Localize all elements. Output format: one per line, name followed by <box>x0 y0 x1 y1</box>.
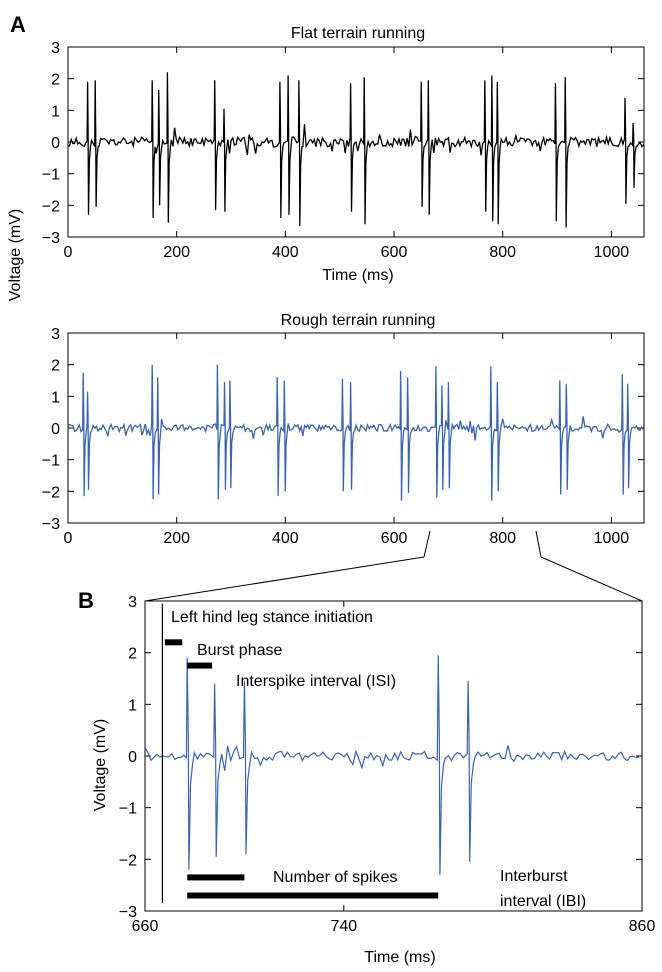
chart3-xtick-label: 660 <box>132 918 159 935</box>
chart2-xtick-label: 1000 <box>594 530 630 547</box>
shared-ylabel: Voltage (mV) <box>7 209 24 301</box>
panel-b-letter: B <box>78 588 94 613</box>
chart1-title: Flat terrain running <box>291 25 425 42</box>
panel-a-letter: A <box>10 12 26 37</box>
stance-label: Left hind leg stance initiation <box>171 609 373 626</box>
spike-count-label: Number of spikes <box>273 869 398 886</box>
chart2-xtick-label: 600 <box>381 530 408 547</box>
chart3-ytick-label: 0 <box>128 749 137 766</box>
chart2-title: Rough terrain running <box>281 312 436 329</box>
chart3-xlabel: Time (ms) <box>364 949 435 966</box>
burst-phase-bar <box>164 639 183 646</box>
chart2-xtick-label: 0 <box>64 530 73 547</box>
chart1-ytick-label: 3 <box>51 40 60 57</box>
chart3-voltage-trace <box>144 655 640 875</box>
chart1-ytick-label: −1 <box>42 167 60 184</box>
chart2-ytick-label: −1 <box>42 453 60 470</box>
chart3-xtick-label: 740 <box>330 918 357 935</box>
chart2-ytick-label: −2 <box>42 484 60 501</box>
chart3-ytick-label: −1 <box>119 801 137 818</box>
burst-phase-label: Burst phase <box>197 642 282 659</box>
chart2-xtick-label: 800 <box>489 530 516 547</box>
chart1-ytick-label: 1 <box>51 103 60 120</box>
chart2-plot: 0 200 400 600 800 1000 −3 −2 −1 0 1 2 3 <box>42 326 645 547</box>
chart2-xtick-label: 400 <box>272 530 299 547</box>
chart1-xtick-label: 600 <box>381 244 408 261</box>
chart1-plot: 0 200 400 600 800 1000 −3 −2 −1 0 1 2 3 <box>42 40 645 261</box>
chart3-ytick-label: 2 <box>128 646 137 663</box>
ibi-label-line2: interval (IBI) <box>500 893 586 910</box>
chart1-xtick-label: 200 <box>163 244 190 261</box>
chart1-xtick-label: 1000 <box>594 244 630 261</box>
chart3-ylabel: Voltage (mV) <box>92 719 109 811</box>
chart2-ytick-label: 3 <box>51 326 60 343</box>
zoom-connector-right-lower <box>540 556 643 602</box>
chart2-xtick-label: 200 <box>163 530 190 547</box>
chart2-ytick-label: 0 <box>51 421 60 438</box>
chart1-xtick-label: 400 <box>272 244 299 261</box>
chart3-ytick-label: −2 <box>119 852 137 869</box>
ibi-bar <box>187 892 439 899</box>
chart3-ytick-label: 1 <box>128 697 137 714</box>
isi-bar <box>187 662 213 669</box>
isi-label: Interspike interval (ISI) <box>236 673 396 690</box>
chart3-annotations: Left hind leg stance initiation Burst ph… <box>171 609 586 910</box>
chart1-ytick-label: 0 <box>51 135 60 152</box>
zoom-connector-left-lower <box>144 556 425 602</box>
chart1-voltage-trace <box>67 72 645 228</box>
zoom-connector-right <box>535 530 542 558</box>
chart3-plot: 660 740 860 −3 −2 −1 0 1 2 3 <box>119 594 656 935</box>
chart1-ytick-label: 2 <box>51 72 60 89</box>
chart1-ytick-label: −2 <box>42 198 60 215</box>
spike-count-bar <box>187 874 245 881</box>
chart2-ytick-label: −3 <box>42 516 60 533</box>
chart1-xtick-label: 0 <box>64 244 73 261</box>
chart1-xtick-label: 800 <box>489 244 516 261</box>
ibi-label-line1: Interburst <box>500 868 568 885</box>
chart3-xtick-label: 860 <box>629 918 656 935</box>
chart2-voltage-trace <box>67 364 644 501</box>
zoom-connector-left <box>423 530 431 558</box>
chart1-ytick-label: −3 <box>42 230 60 247</box>
chart2-ytick-label: 2 <box>51 358 60 375</box>
zoom-connector-lines <box>144 530 643 602</box>
chart2-ytick-label: 1 <box>51 389 60 406</box>
chart3-ytick-label: −3 <box>119 904 137 921</box>
chart1-xlabel: Time (ms) <box>322 267 393 284</box>
chart3-ytick-label: 3 <box>128 594 137 611</box>
